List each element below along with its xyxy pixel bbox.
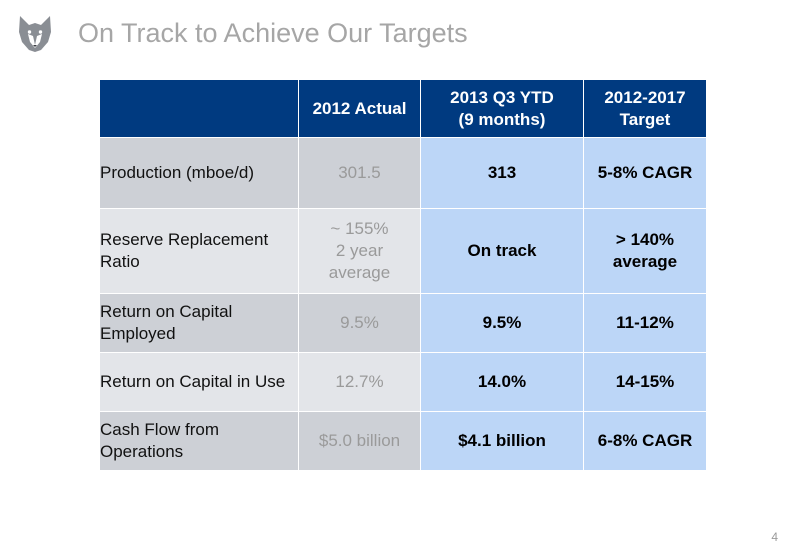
cell-target: 6-8% CAGR (583, 411, 707, 471)
row-label: Return on Capital Employed (99, 293, 299, 353)
cell-2012-actual: 301.5 (298, 137, 421, 209)
row-label: Return on Capital in Use (99, 352, 299, 412)
cell-target: > 140% average (583, 208, 707, 294)
cell-2012-actual: 12.7% (298, 352, 421, 412)
targets-table: 2012 Actual 2013 Q3 YTD (9 months) 2012-… (99, 79, 707, 471)
cell-2013-q3-ytd: 14.0% (420, 352, 584, 412)
cell-2012-actual: 9.5% (298, 293, 421, 353)
cell-target: 14-15% (583, 352, 707, 412)
page-number: 4 (771, 530, 778, 544)
cell-2013-q3-ytd: 313 (420, 137, 584, 209)
husky-logo-icon (19, 16, 51, 52)
table-row: Cash Flow from Operations $5.0 billion $… (99, 411, 707, 471)
header-cell-2013-q3-ytd: 2013 Q3 YTD (9 months) (420, 79, 584, 138)
row-label: Cash Flow from Operations (99, 411, 299, 471)
table-row: Return on Capital in Use 12.7% 14.0% 14-… (99, 352, 707, 412)
header-row: 2012 Actual 2013 Q3 YTD (9 months) 2012-… (99, 79, 707, 138)
cell-2013-q3-ytd: 9.5% (420, 293, 584, 353)
page-title: On Track to Achieve Our Targets (78, 18, 468, 48)
cell-2012-actual: $5.0 billion (298, 411, 421, 471)
table-row: Production (mboe/d) 301.5 313 5-8% CAGR (99, 137, 707, 209)
row-label: Production (mboe/d) (99, 137, 299, 209)
header-cell-2012-actual: 2012 Actual (298, 79, 421, 138)
table-row: Return on Capital Employed 9.5% 9.5% 11-… (99, 293, 707, 353)
cell-target: 5-8% CAGR (583, 137, 707, 209)
cell-2012-actual: ~ 155% 2 year average (298, 208, 421, 294)
header-cell-label (99, 79, 299, 138)
header-cell-target: 2012-2017 Target (583, 79, 707, 138)
row-label: Reserve Replacement Ratio (99, 208, 299, 294)
cell-target: 11-12% (583, 293, 707, 353)
table-row: Reserve Replacement Ratio ~ 155% 2 year … (99, 208, 707, 294)
cell-2013-q3-ytd: $4.1 billion (420, 411, 584, 471)
cell-2013-q3-ytd: On track (420, 208, 584, 294)
